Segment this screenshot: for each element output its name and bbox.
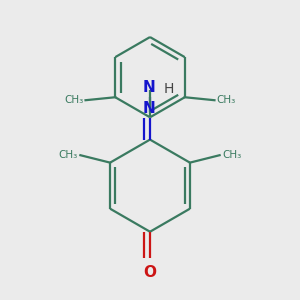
Text: O: O: [143, 265, 157, 280]
Text: N: N: [143, 101, 156, 116]
Text: CH₃: CH₃: [222, 150, 241, 160]
Text: CH₃: CH₃: [59, 150, 78, 160]
Text: N: N: [143, 80, 156, 95]
Text: H: H: [164, 82, 174, 96]
Text: CH₃: CH₃: [64, 95, 83, 105]
Text: CH₃: CH₃: [217, 95, 236, 105]
